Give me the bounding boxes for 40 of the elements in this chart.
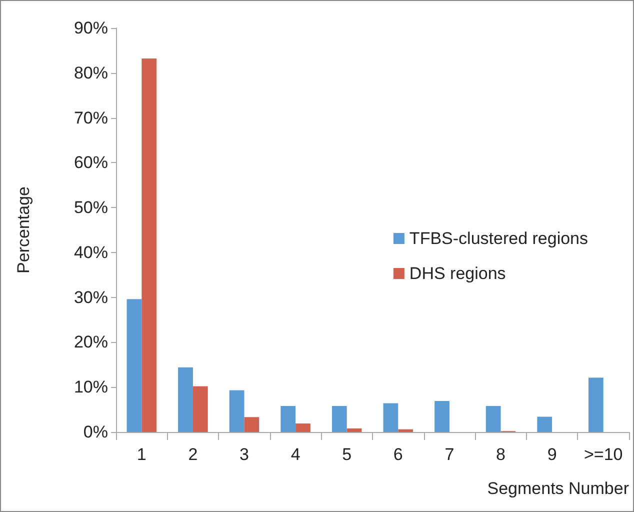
y-tick-label: 50% [74,198,108,218]
bar [192,386,208,432]
bar [244,417,260,432]
x-tick-label: 3 [240,445,249,464]
x-tick-label: 7 [444,445,454,464]
x-tick-label: 5 [342,445,352,464]
bar [588,378,604,432]
x-tick-label: 9 [547,445,557,464]
y-axis-title: Percentage [14,186,33,274]
bar [383,403,398,432]
x-tick-label: 2 [188,445,198,464]
bar [537,416,552,432]
x-tick-label: 1 [136,445,146,464]
x-tick-label: 4 [290,445,300,464]
y-tick-label: 30% [74,288,108,307]
bar [142,58,157,432]
y-tick-label: 40% [74,242,108,262]
x-tick-label: 8 [496,445,506,464]
y-tick-label: 0% [83,422,108,442]
x-tick-label: >=10 [584,445,623,464]
bar [126,299,142,432]
bar [229,390,244,432]
bar [296,423,310,432]
y-tick-label: 10% [74,378,108,397]
y-tick-label: 60% [74,153,108,172]
bar [332,406,347,432]
bar [486,406,501,432]
bar [398,429,414,432]
y-tick-label: 20% [74,332,108,352]
bar [280,406,296,432]
bar [434,401,450,432]
y-tick-label: 80% [74,63,108,82]
y-tick-label: 70% [74,108,108,128]
legend-label: DHS regions [409,264,506,283]
x-axis-title: Segments Number [487,479,630,498]
y-tick-label: 90% [74,18,108,38]
x-tick-label: 6 [393,445,403,464]
bar [178,367,193,432]
bar [346,428,362,432]
legend-label: TFBS-clustered regions [409,229,588,248]
